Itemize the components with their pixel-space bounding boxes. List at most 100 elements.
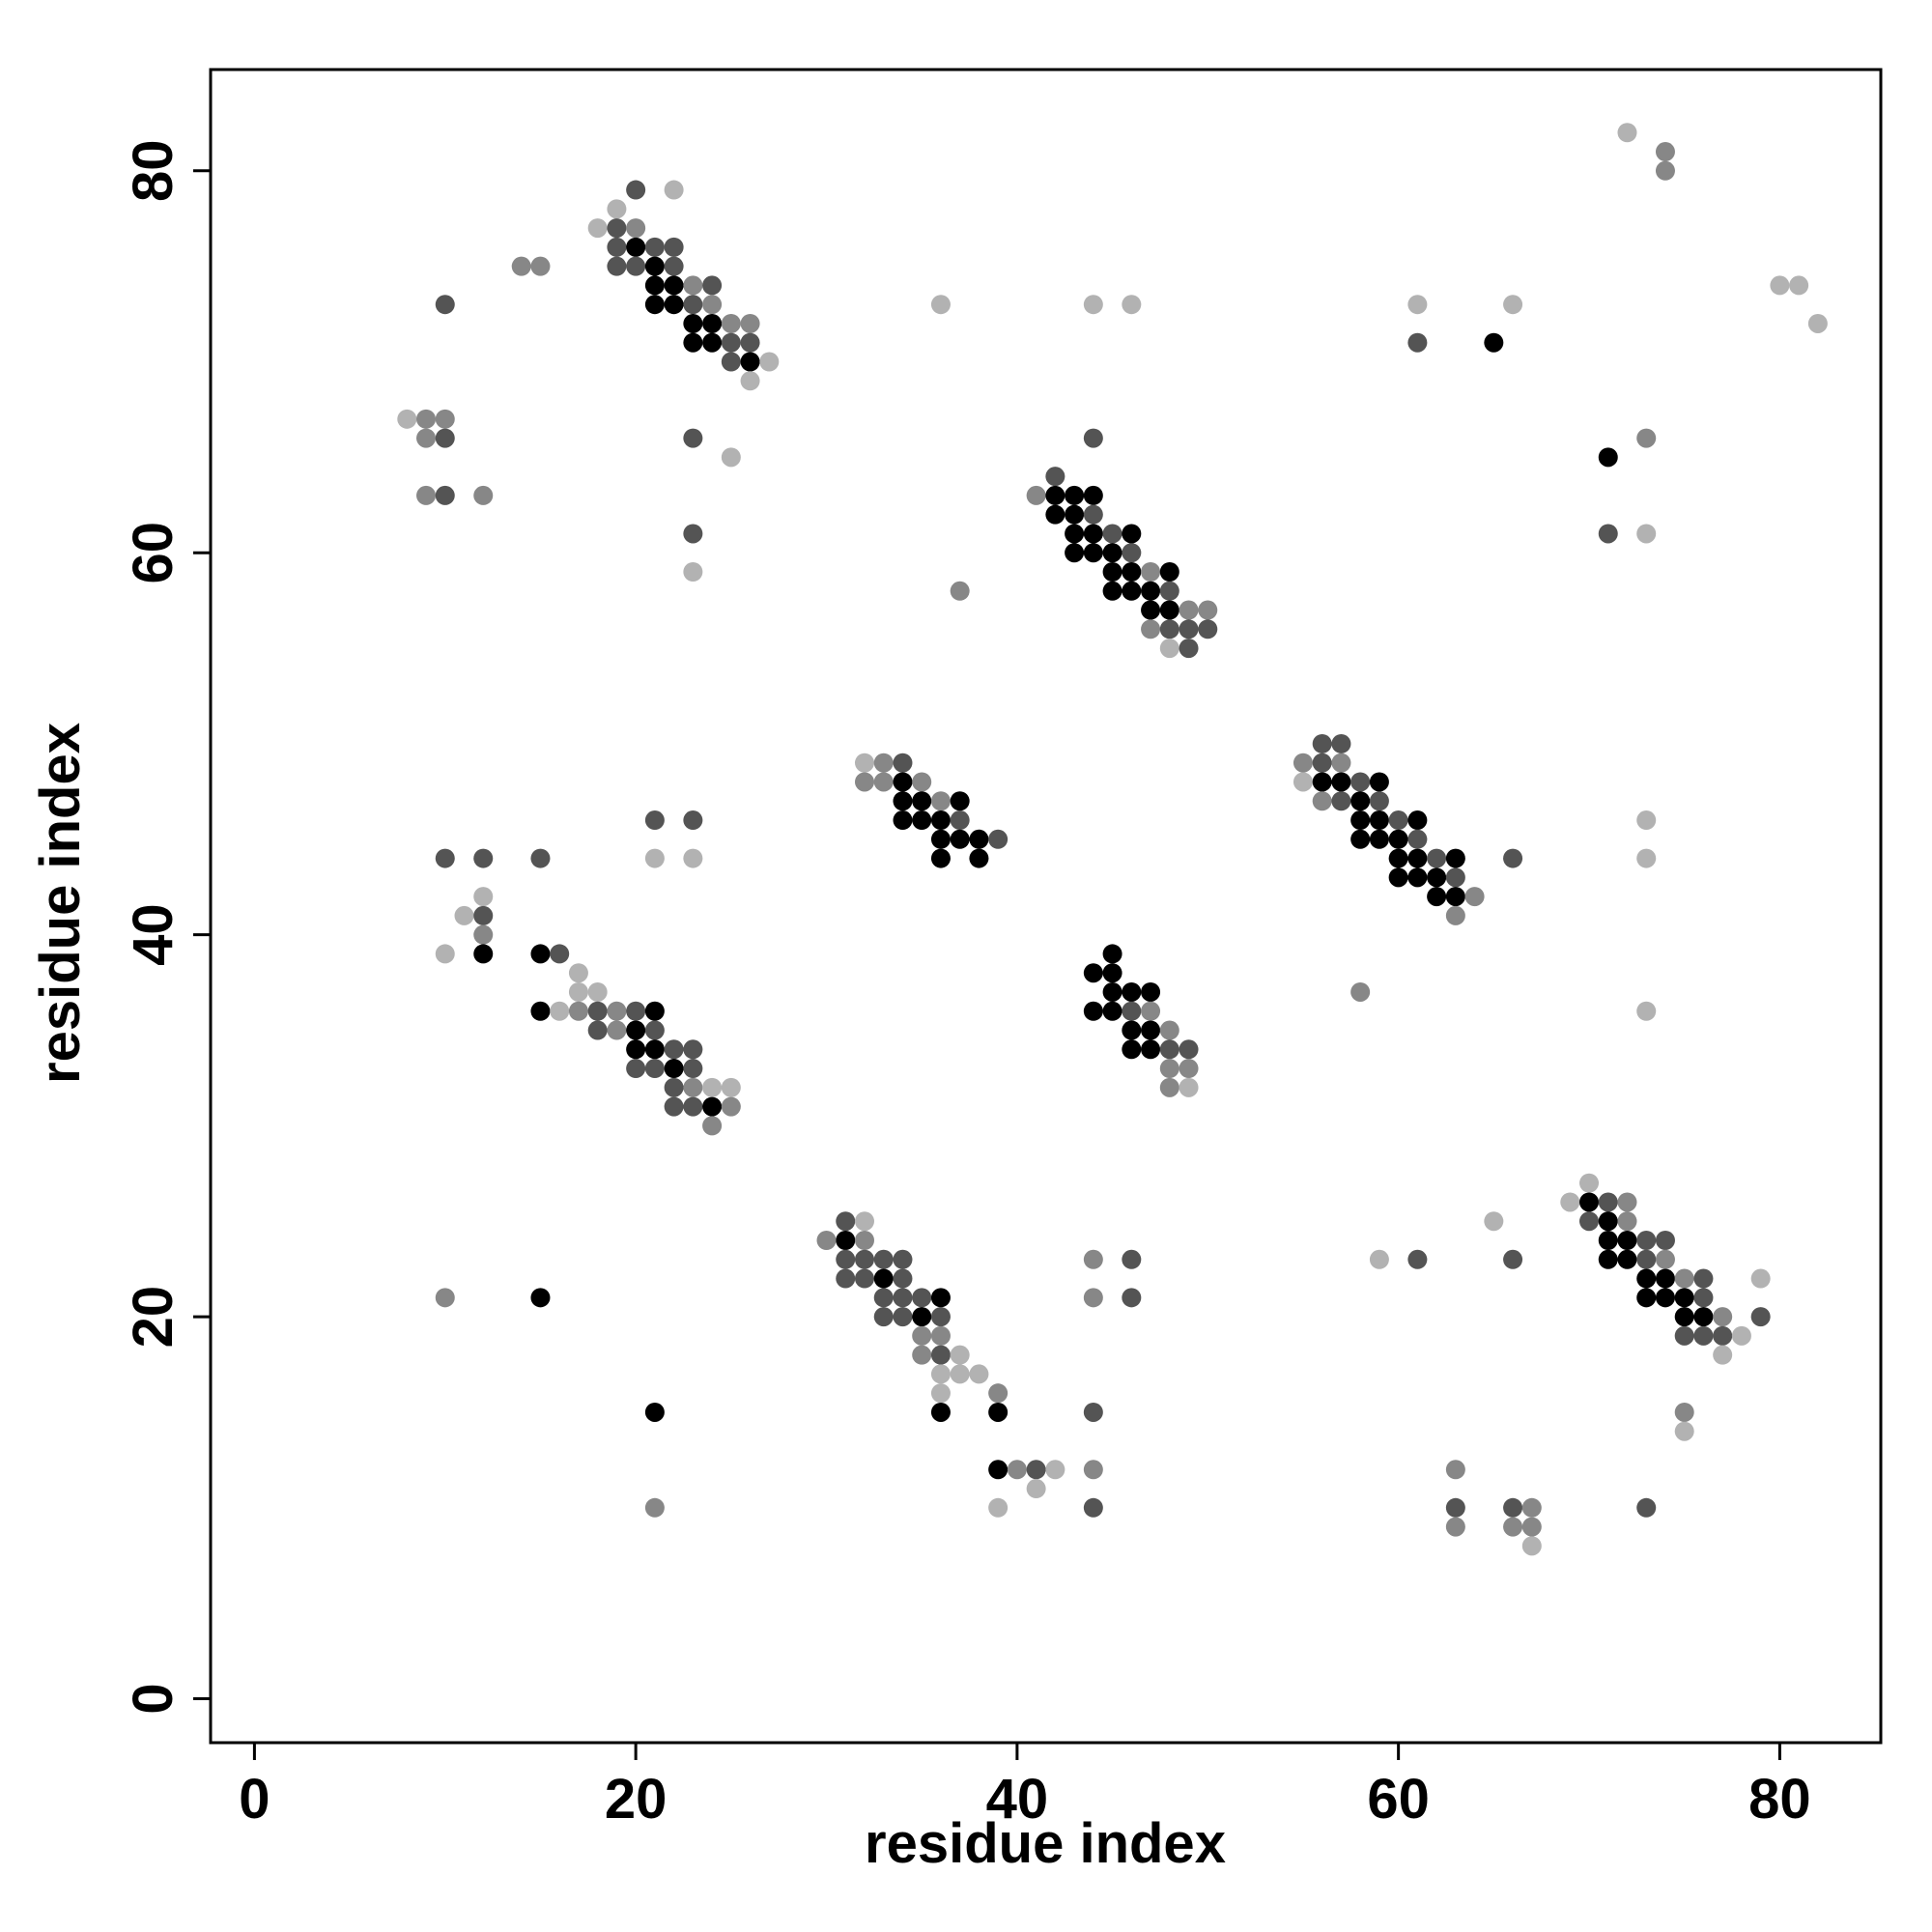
contact-point [1083,963,1103,983]
contact-point [664,1059,684,1079]
contact-point [1045,467,1065,487]
contact-point [1083,485,1103,505]
contact-point [1122,1039,1142,1060]
contact-point [1807,313,1828,333]
contact-point [1102,1001,1122,1021]
contact-point [893,1268,913,1289]
contact-point [454,905,474,925]
contact-point [1388,848,1408,868]
contact-point [740,313,760,333]
contact-point [1179,619,1199,639]
contact-point [1407,829,1428,849]
contact-point [1331,772,1351,792]
contact-point [1102,524,1122,544]
contact-point [1579,1173,1600,1193]
x-tick-label: 0 [239,1768,270,1831]
contact-point [1407,1249,1428,1269]
contact-point [930,1345,951,1365]
contact-point [1102,963,1122,983]
contact-point [1083,1249,1103,1269]
contact-point [912,772,932,792]
contact-point [873,1288,894,1308]
contact-point [1427,867,1447,888]
contact-point [1731,1325,1751,1346]
contact-point [702,295,723,315]
contact-point [683,313,703,333]
plot-frame [209,68,1883,1745]
x-axis-title: residue index [865,1812,1226,1875]
contact-point [988,1497,1009,1518]
contact-point [702,1077,723,1097]
contact-point [1122,295,1142,315]
contact-point [1122,1001,1142,1021]
contact-point [435,409,455,429]
contact-point [664,1039,684,1060]
contact-point [988,829,1009,849]
contact-point [664,1096,684,1117]
contact-point [607,218,627,239]
contact-point [626,1039,646,1060]
contact-point [740,371,760,391]
contact-point [1141,981,1161,1002]
contact-point [1083,1001,1103,1021]
contact-point [416,409,437,429]
contact-point [1445,867,1465,888]
contact-point [873,1268,894,1289]
contact-point [511,256,531,276]
contact-point [1102,543,1122,563]
contact-point [1065,485,1085,505]
contact-point [530,1001,551,1021]
contact-point [1674,1325,1694,1346]
contact-point [721,352,741,372]
contact-point [1198,619,1218,639]
contact-point [473,887,494,907]
contact-point [1159,1059,1179,1079]
contact-point [435,848,455,868]
contact-point [1617,123,1637,143]
contact-point [1598,1249,1618,1269]
contact-point [854,1268,874,1289]
contact-point [740,352,760,372]
contact-point [644,237,665,257]
contact-point [950,791,970,811]
contact-point [587,1001,608,1021]
contact-point [644,1059,665,1079]
contact-point [587,981,608,1002]
contact-point [1065,524,1085,544]
contact-point [912,1288,932,1308]
contact-point [1159,1077,1179,1097]
contact-point [607,256,627,276]
contact-point [1598,1192,1618,1212]
contact-point [1617,1192,1637,1212]
contact-point [1122,1020,1142,1040]
contact-point [683,1096,703,1117]
contact-point [1407,810,1428,831]
contact-point [1636,428,1657,448]
contact-point [1293,753,1313,773]
contact-point [1350,791,1371,811]
contact-point [893,791,913,811]
contact-point [1179,600,1199,620]
contact-point [893,1249,913,1269]
contact-point [930,810,951,831]
contact-point [702,1096,723,1117]
contact-point [607,1020,627,1040]
contact-point [1122,1288,1142,1308]
contact-point [1445,887,1465,907]
contact-point [530,944,551,964]
contact-point [873,1249,894,1269]
contact-point [721,332,741,353]
contact-point [1331,733,1351,753]
contact-point [683,848,703,868]
contact-point [1617,1211,1637,1232]
contact-point [1159,561,1179,582]
contact-point [607,237,627,257]
contact-point [930,295,951,315]
contact-point [1464,887,1485,907]
contact-point [1007,1460,1027,1480]
contact-point [1045,1460,1065,1480]
contact-point [1655,142,1675,162]
contact-point [930,1402,951,1422]
contact-point [1579,1192,1600,1212]
